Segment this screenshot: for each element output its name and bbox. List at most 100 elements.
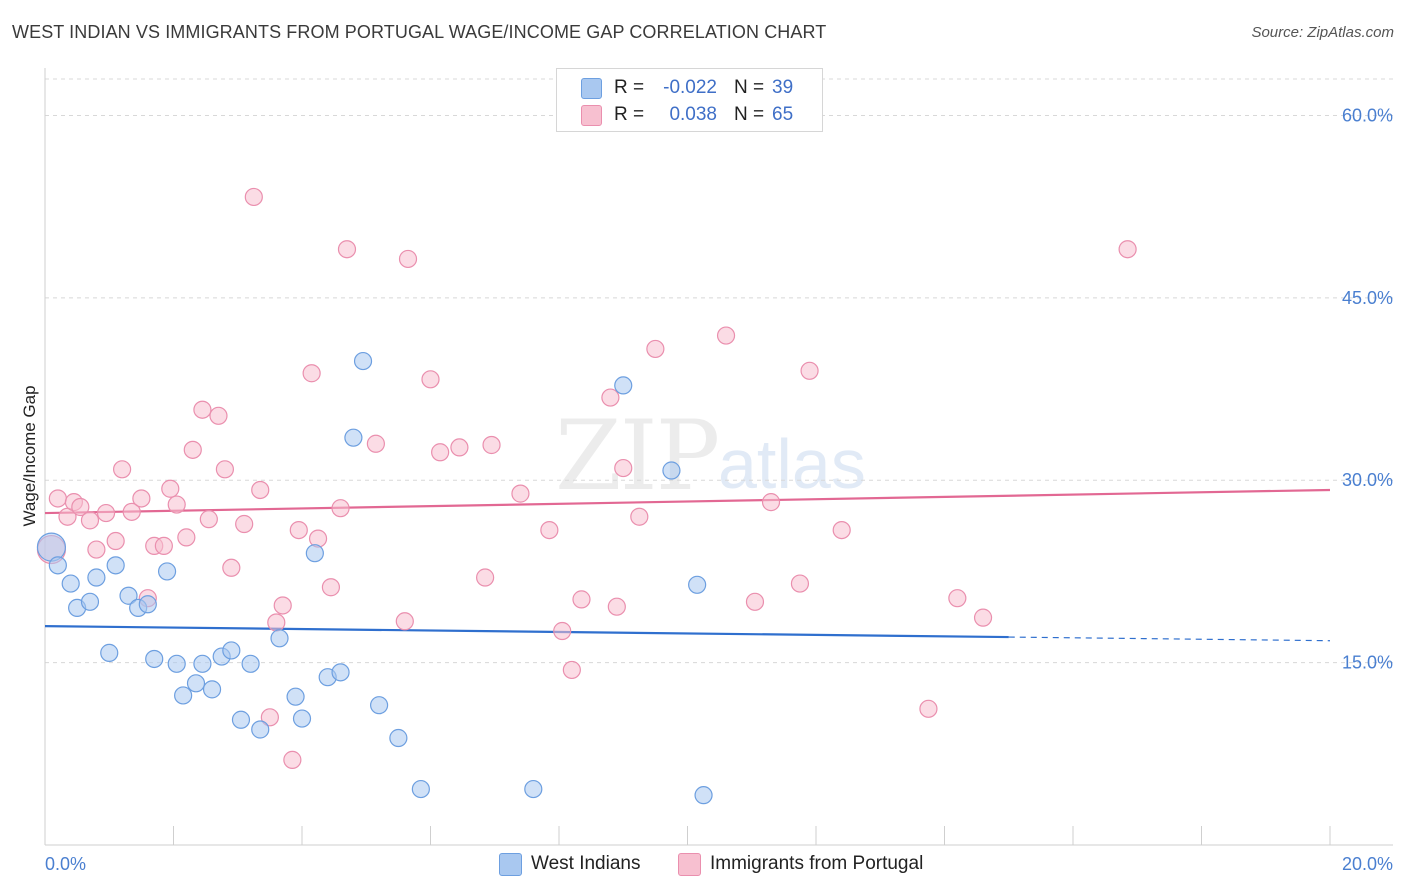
point-west-indians <box>145 649 164 669</box>
point-west-indians <box>662 461 681 480</box>
point-immigrants-from-portugal <box>562 660 581 680</box>
points-west-indians <box>36 351 713 805</box>
y-tick-label: 60.0% <box>1342 105 1393 125</box>
n-value: 39 <box>772 77 794 98</box>
point-immigrants-from-portugal <box>919 699 938 718</box>
point-west-indians <box>157 562 177 581</box>
point-west-indians <box>61 574 80 593</box>
point-immigrants-from-portugal <box>421 370 440 389</box>
point-immigrants-from-portugal <box>80 511 100 530</box>
point-immigrants-from-portugal <box>476 568 495 587</box>
point-west-indians <box>524 779 543 799</box>
point-immigrants-from-portugal <box>973 608 993 627</box>
point-immigrants-from-portugal <box>553 621 572 641</box>
point-immigrants-from-portugal <box>267 613 286 632</box>
stats-legend: R = -0.022 N = 39 R = 0.038 N = 65 <box>556 68 823 132</box>
point-immigrants-from-portugal <box>132 489 151 508</box>
point-immigrants-from-portugal <box>331 499 350 518</box>
point-west-indians <box>353 351 373 371</box>
point-immigrants-from-portugal <box>337 240 357 259</box>
point-immigrants-from-portugal <box>209 406 228 425</box>
x-tick-label-max: 20.0% <box>1342 854 1393 874</box>
point-west-indians <box>411 779 430 799</box>
point-immigrants-from-portugal <box>273 596 292 615</box>
point-west-indians <box>344 428 363 447</box>
point-immigrants-from-portugal <box>106 531 125 551</box>
x-tick-label-min: 0.0% <box>45 854 86 874</box>
legend-row-immigrants-from-portugal: R = 0.038 N = 65 <box>557 101 822 129</box>
point-immigrants-from-portugal <box>167 495 186 514</box>
point-immigrants-from-portugal <box>601 388 620 407</box>
point-immigrants-from-portugal <box>87 540 106 559</box>
point-immigrants-from-portugal <box>71 497 90 517</box>
point-immigrants-from-portugal <box>251 480 270 500</box>
point-immigrants-from-portugal <box>572 590 591 609</box>
point-immigrants-from-portugal <box>832 520 851 540</box>
point-west-indians <box>331 663 350 682</box>
point-immigrants-from-portugal <box>122 502 141 521</box>
r-value: -0.022 <box>663 77 717 98</box>
point-immigrants-from-portugal <box>800 361 819 380</box>
point-west-indians <box>694 786 713 805</box>
point-immigrants-from-portugal <box>395 612 414 631</box>
point-west-indians <box>305 544 324 563</box>
point-immigrants-from-portugal <box>244 187 263 207</box>
point-immigrants-from-portugal <box>283 750 302 769</box>
point-west-indians <box>87 568 106 587</box>
point-immigrants-from-portugal <box>302 364 321 383</box>
trend-lines <box>44 488 1331 642</box>
r-label: R = <box>614 104 645 125</box>
trend-line-immigrants-from-portugal <box>44 488 1331 515</box>
point-west-indians <box>202 680 222 699</box>
point-immigrants-from-portugal <box>289 520 308 540</box>
point-west-indians <box>231 710 251 729</box>
bottom-legend-swatch-blue <box>499 853 522 876</box>
point-west-indians <box>167 654 186 673</box>
point-west-indians <box>614 376 633 395</box>
point-immigrants-from-portugal <box>235 514 254 534</box>
point-west-indians <box>251 720 270 739</box>
point-immigrants-from-portugal <box>366 434 385 453</box>
watermark-zip: ZIP <box>555 400 720 512</box>
point-west-indians <box>292 709 312 728</box>
points-immigrants-from-portugal <box>36 187 1137 769</box>
point-immigrants-from-portugal <box>745 592 765 611</box>
point-immigrants-from-portugal <box>540 520 559 540</box>
tick-labels: 15.0% 30.0% 45.0% 60.0% 0.0% 20.0% Wage/Income… <box>20 105 1393 874</box>
legend-swatch-pink <box>581 105 602 126</box>
point-immigrants-from-portugal <box>183 440 202 459</box>
point-immigrants-from-portugal <box>511 484 530 503</box>
point-west-indians <box>138 595 157 614</box>
point-immigrants-from-portugal <box>112 460 132 479</box>
point-west-indians <box>174 686 193 705</box>
point-west-indians <box>48 556 67 575</box>
point-immigrants-from-portugal <box>48 489 67 508</box>
point-immigrants-from-portugal <box>161 479 180 498</box>
point-immigrants-from-portugal <box>222 558 241 577</box>
y-tick-label: 45.0% <box>1342 288 1393 308</box>
legend-row-west-indians: R = -0.022 N = 39 <box>557 74 822 102</box>
point-west-indians <box>100 643 119 662</box>
point-immigrants-from-portugal <box>646 339 665 359</box>
point-immigrants-from-portugal <box>199 510 218 529</box>
point-immigrants-from-portugal <box>482 435 501 455</box>
point-west-indians <box>389 728 408 748</box>
point-immigrants-from-portugal <box>154 536 173 555</box>
y-tick-label: 30.0% <box>1342 470 1393 490</box>
point-west-indians <box>688 575 707 594</box>
n-label: N = <box>734 77 765 98</box>
point-immigrants-from-portugal <box>790 574 810 593</box>
axes <box>44 68 1393 846</box>
point-west-indians <box>286 687 305 706</box>
point-immigrants-from-portugal <box>948 589 967 608</box>
point-immigrants-from-portugal <box>450 438 469 457</box>
point-west-indians <box>270 629 289 648</box>
point-immigrants-from-portugal <box>431 443 450 462</box>
bottom-legend-label: West Indians <box>531 853 641 874</box>
point-west-indians <box>193 654 212 673</box>
point-immigrants-from-portugal <box>614 458 633 478</box>
watermark-atlas: atlas <box>718 425 866 503</box>
source-label: Source: ZipAtlas.com <box>1251 24 1394 41</box>
point-immigrants-from-portugal <box>607 597 626 616</box>
